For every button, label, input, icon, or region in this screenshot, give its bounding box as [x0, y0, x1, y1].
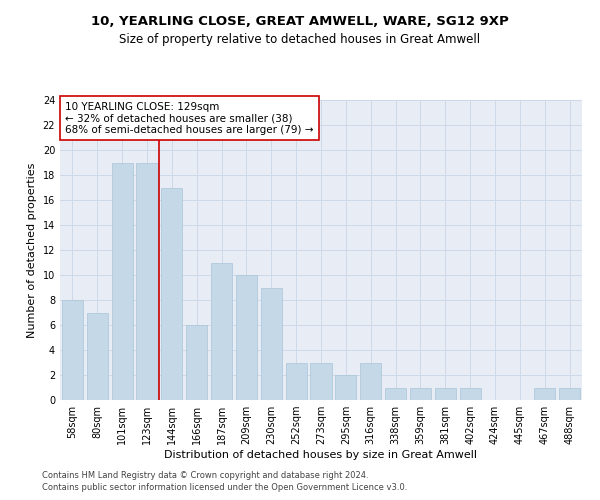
- Bar: [335, 375, 356, 400]
- Bar: [136, 162, 158, 400]
- Text: Contains HM Land Registry data © Crown copyright and database right 2024.: Contains HM Land Registry data © Crown c…: [42, 471, 368, 480]
- Bar: [62, 300, 83, 400]
- Bar: [211, 262, 232, 400]
- Bar: [286, 362, 307, 400]
- Bar: [261, 288, 282, 400]
- Y-axis label: Number of detached properties: Number of detached properties: [27, 162, 37, 338]
- Bar: [460, 388, 481, 400]
- Bar: [236, 275, 257, 400]
- Text: 10, YEARLING CLOSE, GREAT AMWELL, WARE, SG12 9XP: 10, YEARLING CLOSE, GREAT AMWELL, WARE, …: [91, 15, 509, 28]
- Bar: [87, 312, 108, 400]
- Bar: [310, 362, 332, 400]
- Bar: [161, 188, 182, 400]
- Bar: [410, 388, 431, 400]
- Text: Size of property relative to detached houses in Great Amwell: Size of property relative to detached ho…: [119, 32, 481, 46]
- Bar: [534, 388, 555, 400]
- Text: Contains public sector information licensed under the Open Government Licence v3: Contains public sector information licen…: [42, 484, 407, 492]
- Bar: [112, 162, 133, 400]
- Bar: [385, 388, 406, 400]
- Bar: [435, 388, 456, 400]
- Text: 10 YEARLING CLOSE: 129sqm
← 32% of detached houses are smaller (38)
68% of semi-: 10 YEARLING CLOSE: 129sqm ← 32% of detac…: [65, 102, 314, 134]
- Bar: [559, 388, 580, 400]
- Bar: [360, 362, 381, 400]
- Bar: [186, 325, 207, 400]
- X-axis label: Distribution of detached houses by size in Great Amwell: Distribution of detached houses by size …: [164, 450, 478, 460]
